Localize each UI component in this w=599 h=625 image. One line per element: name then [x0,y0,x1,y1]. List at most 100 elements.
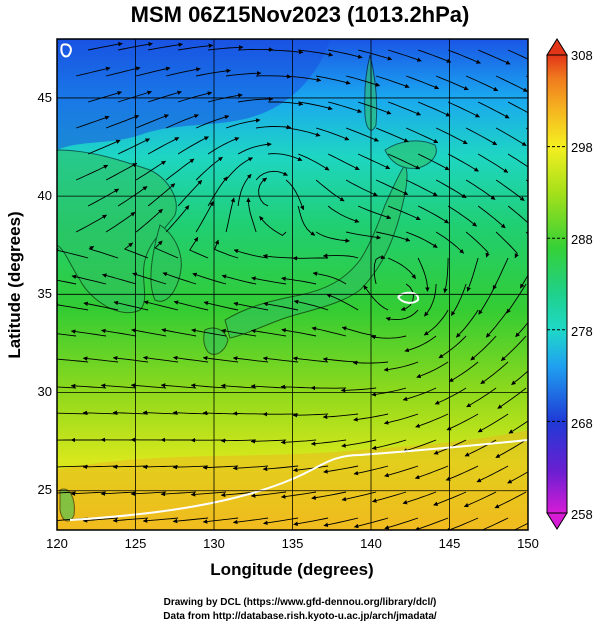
streamline [202,355,239,363]
streamline [341,326,377,337]
streamline [225,157,254,181]
streamline [448,361,479,383]
streamline [322,253,359,259]
streamline [315,127,350,141]
streamline [131,328,167,337]
streamline [405,179,438,197]
streamline [100,491,137,496]
streamline [387,257,416,280]
streamline [165,67,201,77]
streamline [255,170,288,181]
streamline [233,249,269,259]
lat-tick-40: 40 [38,188,52,203]
streamline [402,387,437,402]
streamline [463,491,497,508]
streamline [286,75,322,82]
streamline [447,101,481,118]
streamline [268,153,303,161]
streamline [375,179,409,196]
streamline [298,49,334,57]
streamline [477,49,511,65]
streamline [226,71,262,77]
streamline [511,370,528,386]
streamline [310,439,347,446]
streamline [519,274,528,289]
streamline [250,439,287,444]
streamline [148,42,184,51]
streamline [405,127,439,144]
streamline [507,471,528,484]
streamline [113,300,149,311]
streamline [105,211,136,233]
streamline [495,439,527,458]
streamline [173,300,209,311]
streamline [446,413,479,431]
streamline [75,66,111,77]
streamline [450,283,467,316]
streamline [190,383,227,389]
streamline [424,283,437,317]
streamline [322,413,359,420]
streamline [147,183,176,207]
streamline [345,231,382,240]
streamline [112,517,149,523]
colorbar-tick-288: 288 [571,232,593,247]
streamline [100,383,137,389]
streamline [238,47,274,52]
streamline [178,43,214,51]
streamline [433,491,467,506]
map-panel [57,39,528,530]
streamline [57,279,77,285]
streamline [387,49,422,62]
streamline [82,410,119,416]
streamline [435,75,469,91]
colorbar-bottom-cap [546,512,568,530]
streamline [280,439,317,445]
streamline [423,309,449,336]
streamline [177,179,203,207]
streamline [202,517,239,524]
streamline [414,517,449,530]
streamline [258,177,269,207]
japan-kyushu [203,327,229,355]
streamline [292,465,329,473]
streamline [57,410,89,416]
streamline [70,383,107,389]
streamline [311,326,347,337]
streamline [57,464,89,470]
streamline [455,309,479,338]
streamline [202,465,239,470]
streamline [465,127,498,146]
streamline [207,137,240,155]
streamline [495,127,527,147]
streamline [316,75,351,85]
streamline [251,328,287,337]
streamline [225,118,261,129]
streamline [161,328,197,337]
streamline [495,179,525,201]
streamline [196,68,232,77]
streamline [384,517,419,530]
streamline [232,356,269,363]
streamline [341,439,377,448]
streamline [465,231,490,258]
streamline [135,114,169,129]
streamline [154,240,179,259]
streamline [172,355,209,363]
streamline [280,384,317,390]
streamline [507,205,528,224]
streamline [147,137,180,155]
streamline [202,410,239,416]
streamline [112,464,149,470]
streamline [323,465,359,474]
streamline [340,387,377,393]
streamline [508,420,528,434]
streamline [495,231,519,259]
streamline [298,101,333,111]
streamline [293,517,329,526]
streamline [70,491,107,496]
colorbar-tick-308: 308 [571,48,593,63]
streamline [142,464,179,470]
streamline [117,90,152,103]
